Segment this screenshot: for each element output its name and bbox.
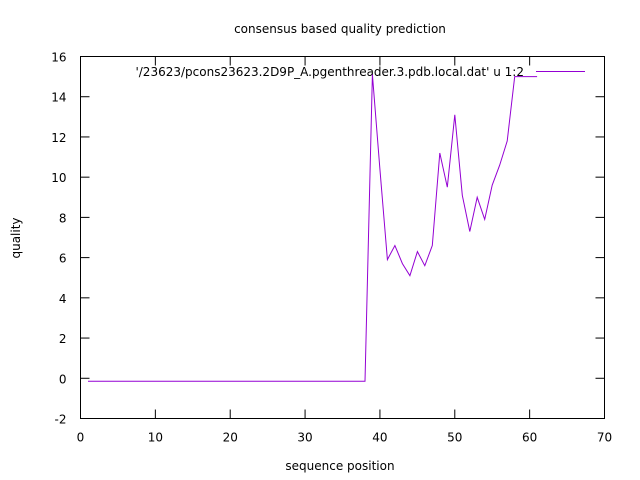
x-tick-label: 50 (447, 431, 462, 445)
x-axis-label: sequence position (285, 459, 394, 473)
y-tick-label: 16 (51, 51, 66, 65)
x-tick-label: 30 (297, 431, 312, 445)
y-tick-label: 10 (51, 171, 66, 185)
y-tick-label: -2 (55, 413, 67, 427)
y-axis-ticks: -2 0 2 4 6 8 10 12 14 16 (51, 51, 605, 427)
chart-title: consensus based quality prediction (234, 22, 446, 36)
y-tick-label: 0 (59, 372, 67, 386)
legend-label: '/23623/pcons23623.2D9P_A.pgenthreader.3… (135, 65, 524, 79)
plot-frame (80, 56, 605, 419)
y-tick-label: 12 (51, 131, 66, 145)
y-tick-label: 2 (59, 332, 67, 346)
x-tick-label: 20 (223, 431, 238, 445)
y-tick-label: 8 (59, 211, 67, 225)
series-line (88, 74, 538, 382)
legend: '/23623/pcons23623.2D9P_A.pgenthreader.3… (135, 65, 585, 79)
x-tick-label: 10 (148, 431, 163, 445)
x-tick-label: 70 (597, 431, 612, 445)
x-axis-ticks: 0 10 20 30 40 50 60 70 (77, 56, 612, 445)
x-tick-label: 0 (77, 431, 85, 445)
y-tick-label: 6 (59, 252, 67, 266)
x-tick-label: 60 (522, 431, 537, 445)
y-axis-label: quality (9, 217, 23, 258)
series-layer (88, 74, 538, 382)
y-tick-label: 4 (59, 292, 67, 306)
y-tick-label: 14 (51, 91, 66, 105)
x-tick-label: 40 (372, 431, 387, 445)
